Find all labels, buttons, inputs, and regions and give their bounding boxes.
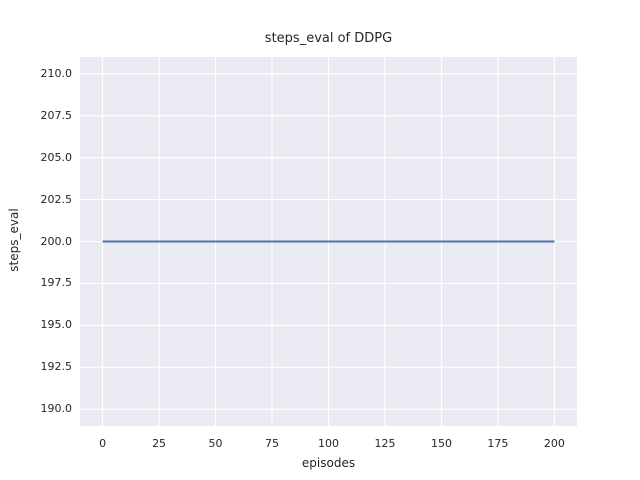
y-tick-label: 205.0 <box>40 150 73 164</box>
y-tick-label: 207.5 <box>40 108 73 122</box>
x-tick-label: 0 <box>99 437 107 450</box>
chart-title: steps_eval of DDPG <box>264 31 393 46</box>
x-tick-label: 150 <box>430 437 452 450</box>
x-tick-label: 175 <box>487 437 509 450</box>
y-tick-label: 192.5 <box>40 360 73 374</box>
x-tick-label: 50 <box>208 437 223 450</box>
x-tick-label: 75 <box>265 437 280 450</box>
x-tick-label: 125 <box>374 437 396 450</box>
y-tick-label: 202.5 <box>40 192 73 206</box>
y-tick-label: 200.0 <box>40 234 73 248</box>
plot-canvas <box>80 57 577 426</box>
x-tick-label: 25 <box>152 437 167 450</box>
y-tick-label: 195.0 <box>40 318 73 332</box>
x-axis-label: episodes <box>301 456 356 470</box>
x-tick-label: 100 <box>318 437 339 450</box>
x-tick-label: 200 <box>543 437 565 450</box>
y-tick-label: 190.0 <box>40 402 73 416</box>
plot-area <box>80 57 577 426</box>
y-tick-label: 197.5 <box>40 276 73 290</box>
y-tick-label: 210.0 <box>40 66 73 80</box>
